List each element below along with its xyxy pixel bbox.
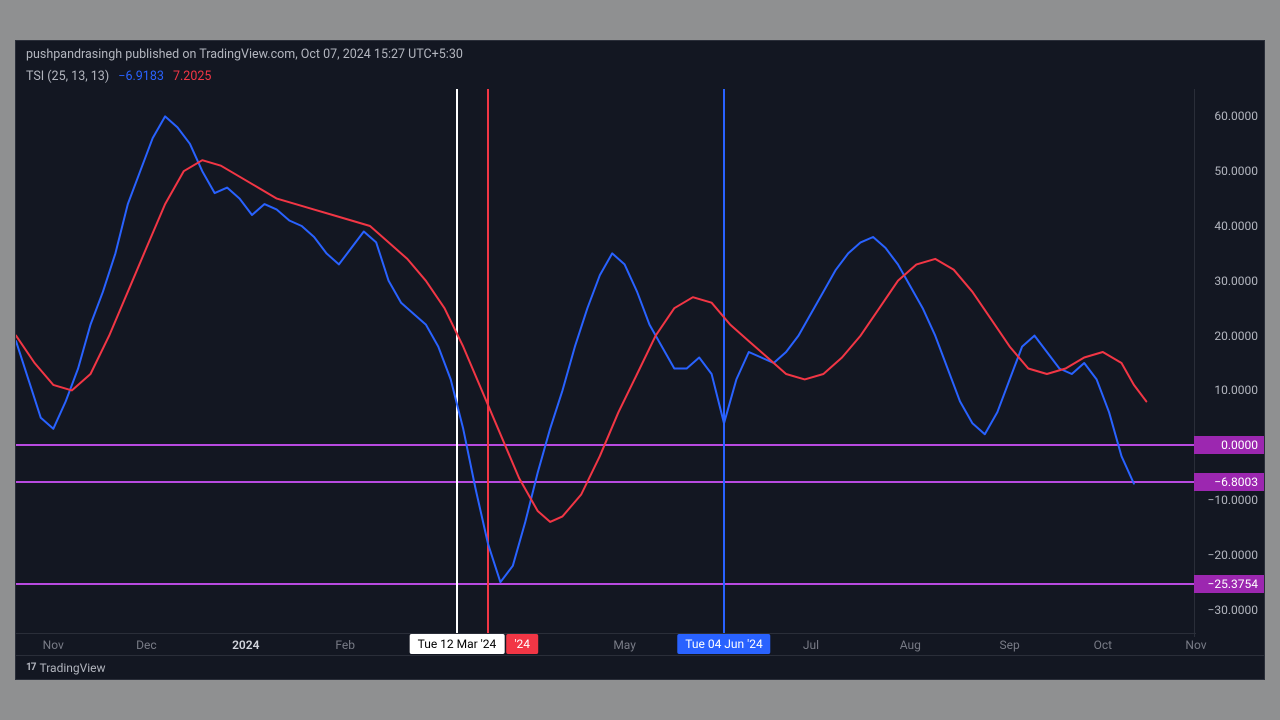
chart-card: pushpandrasingh published on TradingView… <box>15 40 1265 680</box>
y-price-tag: −6.8003 <box>1194 473 1264 491</box>
y-tick-label: 30.0000 <box>1214 274 1258 288</box>
x-date-flag: '24 <box>506 634 538 654</box>
y-tick-label: −10.0000 <box>1208 493 1259 507</box>
x-tick-label: Oct <box>1094 638 1112 652</box>
x-date-flag: Tue 12 Mar '24 <box>410 634 505 654</box>
y-tick-label: −30.0000 <box>1208 603 1259 617</box>
y-tick-label: 40.0000 <box>1214 219 1258 233</box>
indicator-value-2: 7.2025 <box>173 69 211 84</box>
indicator-name: TSI (25, 13, 13) <box>26 69 109 84</box>
footer: 17 TradingView <box>16 655 1264 679</box>
x-tick-label: May <box>613 638 636 652</box>
x-tick-label: Feb <box>335 638 355 652</box>
y-tick-label: 60.0000 <box>1214 109 1258 123</box>
publish-line: pushpandrasingh published on TradingView… <box>26 47 463 62</box>
series-tsi-signal <box>16 160 1146 522</box>
y-axis: 60.0000 50.0000 40.0000 30.0000 20.0000 10.00… <box>1194 89 1264 637</box>
x-tick-label: Nov <box>1185 638 1206 652</box>
y-tick-label: −20.0000 <box>1208 548 1259 562</box>
y-tick-label: 50.0000 <box>1214 164 1258 178</box>
x-tick-label: Sep <box>1000 638 1020 652</box>
footer-brand: TradingView <box>39 661 105 675</box>
y-tick-label: 10.0000 <box>1214 383 1258 397</box>
x-tick-label: Nov <box>43 638 64 652</box>
x-tick-label: Jul <box>803 638 819 652</box>
chart-pane[interactable] <box>16 89 1196 637</box>
tradingview-logo-icon: 17 <box>26 662 35 673</box>
x-tick-label: Aug <box>900 638 921 652</box>
indicator-readout: TSI (25, 13, 13) −6.9183 7.2025 <box>26 69 211 84</box>
x-tick-label: 2024 <box>232 638 259 652</box>
x-axis: NovDec2024FebMayJulAugSepOctNovTue 12 Ma… <box>16 633 1196 655</box>
x-tick-label: Dec <box>136 638 157 652</box>
y-price-tag: −25.3754 <box>1194 575 1264 593</box>
indicator-value-1: −6.9183 <box>118 69 164 84</box>
y-tick-label: 20.0000 <box>1214 329 1258 343</box>
y-price-tag: 0.0000 <box>1194 436 1264 454</box>
x-date-flag: Tue 04 Jun '24 <box>677 634 770 654</box>
series-tsi-main <box>16 116 1134 582</box>
